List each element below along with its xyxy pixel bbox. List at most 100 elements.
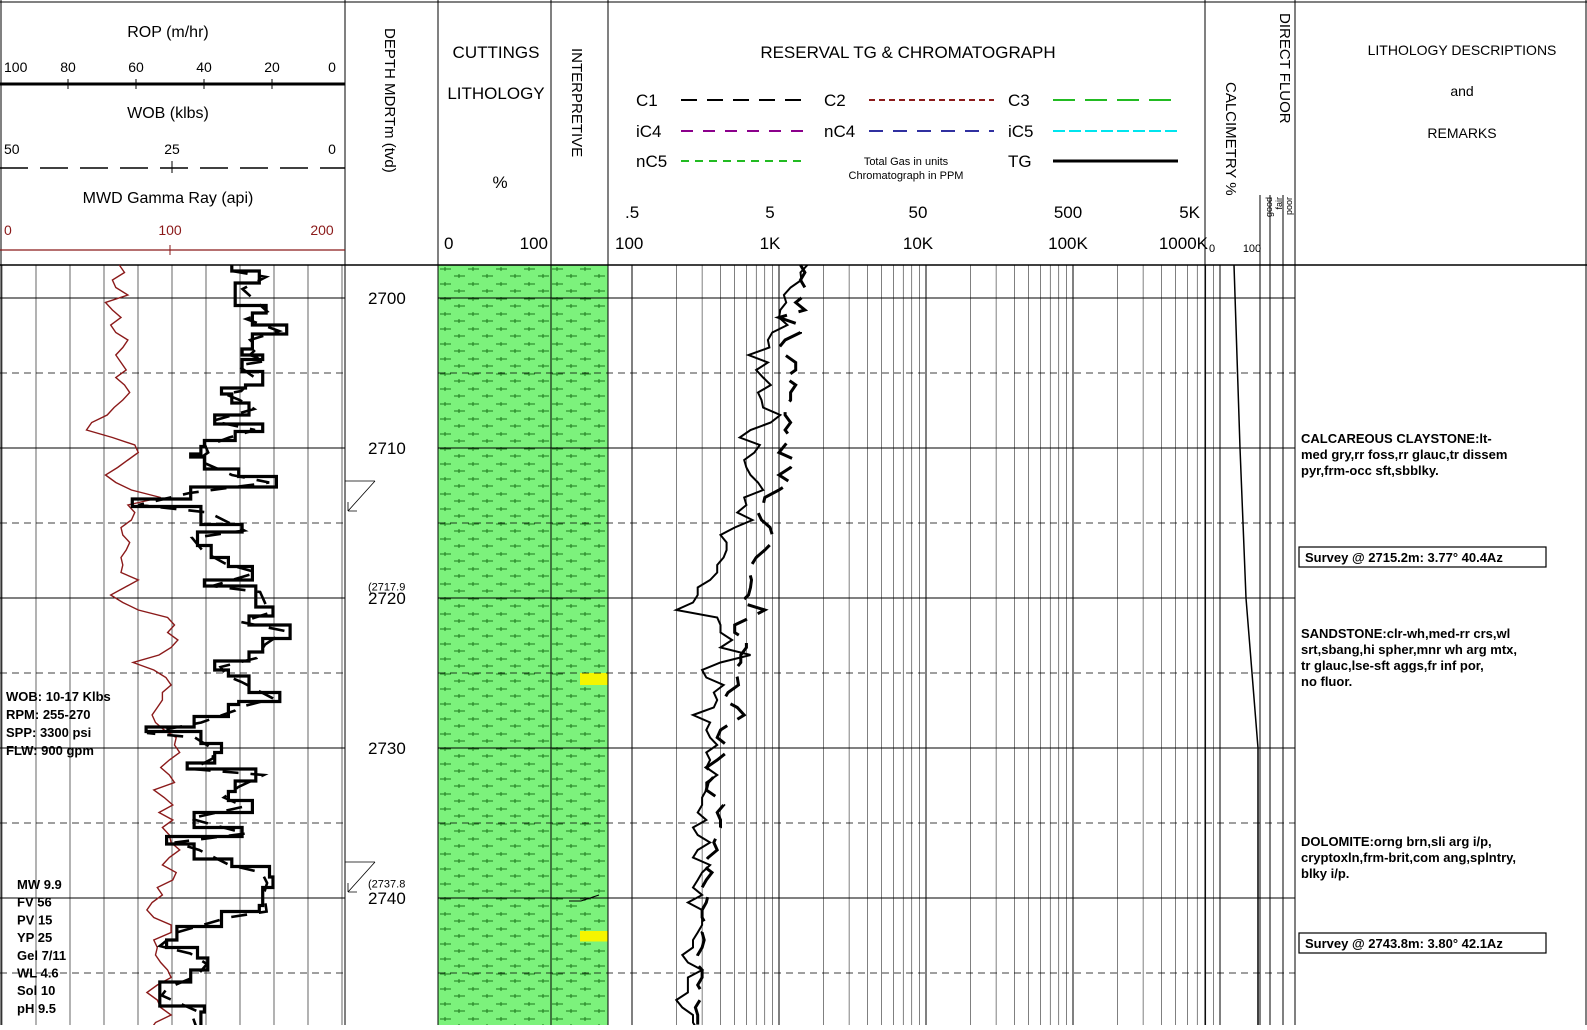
gr-title: MWD Gamma Ray (api) <box>83 190 254 207</box>
gas-legend-label: iC4 <box>636 122 662 141</box>
gr-tick-label: 200 <box>310 222 334 238</box>
cuttings-subtitle: LITHOLOGY <box>447 84 544 103</box>
gr-tick-label: 0 <box>4 222 12 238</box>
survey-box <box>1298 932 1547 954</box>
wob-title: WOB (klbs) <box>127 105 209 122</box>
survey-text: Survey @ 2715.2m: 3.77° 40.4Az <box>1305 550 1503 565</box>
remarks-title-2: and <box>1450 83 1473 99</box>
gas-note-2: Chromatograph in PPM <box>849 170 964 182</box>
ppm-tick-label: 100 <box>615 234 643 253</box>
fluor-grade-label: poor <box>1284 197 1294 215</box>
gas-legend-label: C1 <box>636 91 658 110</box>
gamma-ray-curve <box>85 264 181 1030</box>
ppm-tick-label: 100K <box>1048 234 1088 253</box>
remark-line: SANDSTONE:clr-wh,med-rr crs,wl <box>1301 626 1510 641</box>
wob-tick-label: 25 <box>164 141 180 157</box>
gas-title: RESERVAL TG & CHROMATOGRAPH <box>760 43 1055 62</box>
mud-param: Gel 7/11 <box>17 948 66 963</box>
mud-param: Sol 10 <box>17 983 55 998</box>
total-gas-curve <box>672 264 809 1030</box>
gas-legend-label: nC4 <box>824 122 855 141</box>
interpretive-lithology-column <box>551 265 608 1025</box>
calcimetry-tick-label: 100 <box>1243 243 1261 255</box>
fluor-grade-label: fair <box>1274 197 1284 210</box>
survey-text: Survey @ 2743.8m: 3.80° 42.1Az <box>1305 936 1503 951</box>
fluor-title: DIRECT FLUOR <box>1276 13 1293 124</box>
rop-tick-label: 40 <box>196 59 212 75</box>
ppm-tick-label: 1K <box>760 234 781 253</box>
interpretive-sand-mark <box>580 931 608 942</box>
mud-param: FV 56 <box>17 895 52 910</box>
cuttings-lithology-column <box>438 265 551 1025</box>
mud-param: pH 9.5 <box>17 1001 56 1016</box>
remark-line: blky i/p. <box>1301 866 1349 881</box>
cuttings-tick-label: 100 <box>520 234 548 253</box>
depth-title: DEPTH MDRTm (tvd) <box>381 28 398 173</box>
mud-param: YP 25 <box>17 930 52 945</box>
mud-param: MW 9.9 <box>17 877 62 892</box>
remark-line: DOLOMITE:orng brn,sli arg i/p, <box>1301 834 1492 849</box>
tg-tick-label: 50 <box>909 203 928 222</box>
cuttings-title: CUTTINGS <box>453 43 540 62</box>
rop-tick-label: 100 <box>4 59 28 75</box>
drilling-param: FLW: 900 gpm <box>6 743 94 758</box>
drilling-param: RPM: 255-270 <box>6 707 91 722</box>
drilling-param: SPP: 3300 psi <box>6 725 91 740</box>
remark-line: no fluor. <box>1301 674 1352 689</box>
depth-label: 2720 <box>368 589 406 608</box>
drilling-params: WOB: 10-17 Klbs RPM: 255-270 SPP: 3300 psi… <box>6 689 111 1016</box>
cuttings-tick-label: 0 <box>444 234 453 253</box>
calcimetry-title: CALCIMETRY % <box>1222 82 1239 196</box>
remarks-title-3: REMARKS <box>1427 125 1496 141</box>
tvd-label: (2717.9 <box>368 582 405 594</box>
mud-param: WL 4.6 <box>17 966 59 981</box>
gas-legend-label: TG <box>1008 152 1032 171</box>
drilling-param: WOB: 10-17 Klbs <box>6 689 111 704</box>
remark-line: med gry,rr foss,rr glauc,tr dissem <box>1301 447 1507 462</box>
gas-note-1: Total Gas in units <box>864 156 949 168</box>
rop-title: ROP (m/hr) <box>127 24 208 41</box>
remark-line: cryptoxln,frm-brit,com ang,splntry, <box>1301 850 1516 865</box>
rop-tick-label: 20 <box>264 59 280 75</box>
remark-line: srt,sbang,hi spher,mnr wh arg mtx, <box>1301 642 1517 657</box>
gas-legend-label: nC5 <box>636 152 667 171</box>
gr-tick-label: 100 <box>158 222 182 238</box>
gas-legend: C1 C2 C3 iC4 nC4 iC5 nC5 TG <box>636 91 1178 171</box>
mud-param: PV 15 <box>17 912 52 927</box>
tvd-label: (2737.8 <box>368 879 405 891</box>
remarks-title-1: LITHOLOGY DESCRIPTIONS <box>1368 42 1557 58</box>
remark-line: CALCAREOUS CLAYSTONE:lt- <box>1301 431 1492 446</box>
rop-curve <box>130 265 292 1030</box>
interpretive-title: INTERPRETIVE <box>568 48 585 157</box>
log-header: ROP (m/hr) WOB (klbs) MWD Gamma Ray (api… <box>83 13 1557 207</box>
rop-tick-label: 60 <box>128 59 144 75</box>
tg-tick-label: 500 <box>1054 203 1082 222</box>
survey-arrow <box>345 480 376 512</box>
cuttings-pct: % <box>492 173 507 192</box>
depth-label: 2740 <box>368 889 406 908</box>
calcimetry-tick-label: 0 <box>1209 243 1215 255</box>
depth-label: 2710 <box>368 439 406 458</box>
rop-tick-label: 80 <box>60 59 76 75</box>
wob-curve <box>138 269 289 1030</box>
tg-tick-label: 5K <box>1179 203 1200 222</box>
remark-line: pyr,frm-occ sft,sbblky. <box>1301 463 1439 478</box>
gas-legend-label: iC5 <box>1008 122 1034 141</box>
ppm-tick-label: 1000K <box>1159 234 1209 253</box>
remarks: CALCAREOUS CLAYSTONE:lt-med gry,rr foss,… <box>1298 431 1547 954</box>
calcimetry-curve <box>1233 264 1259 1030</box>
interpretive-sand-mark <box>580 673 608 685</box>
tg-tick-label: .5 <box>625 203 639 222</box>
fluor-grade-label: good <box>1264 197 1274 217</box>
depth-label: 2730 <box>368 739 406 758</box>
wob-tick-label: 50 <box>4 141 20 157</box>
rop-tick-label: 0 <box>328 59 336 75</box>
ppm-tick-label: 10K <box>903 234 934 253</box>
gas-legend-label: C2 <box>824 91 846 110</box>
c1-curve <box>693 264 809 1030</box>
gas-legend-label: C3 <box>1008 91 1030 110</box>
